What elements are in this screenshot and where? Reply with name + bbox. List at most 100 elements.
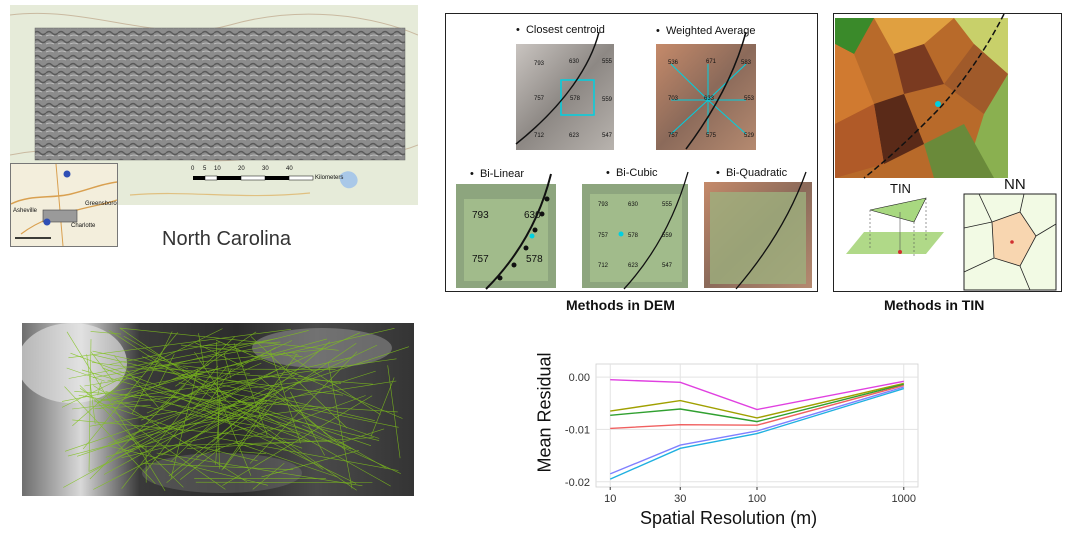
profile-line xyxy=(99,364,209,410)
scale-tick: 20 xyxy=(238,166,245,172)
profile-line xyxy=(74,391,398,413)
y-tick-label: -0.02 xyxy=(565,477,590,489)
profile-line xyxy=(216,341,220,469)
chart-xlabel: Spatial Resolution (m) xyxy=(640,508,818,528)
series-line xyxy=(610,383,904,423)
profile-line xyxy=(113,355,159,408)
cell-value: 793 xyxy=(472,210,489,221)
cell-value: 703 xyxy=(668,96,679,102)
profile-line xyxy=(203,409,357,484)
cell-value: 757 xyxy=(472,254,489,265)
method-label-bi-linear: • Bi-Linear xyxy=(470,168,524,180)
profile-line xyxy=(120,328,357,491)
profile-line xyxy=(154,349,323,367)
profile-line xyxy=(108,329,324,470)
profile-line xyxy=(170,368,199,479)
cell-value: 547 xyxy=(662,263,673,269)
profile-line xyxy=(142,407,319,431)
cell-value: 555 xyxy=(662,202,673,208)
profile-line xyxy=(194,352,227,401)
profile-line xyxy=(141,347,276,421)
inset-city-label: Charlotte xyxy=(71,223,96,229)
scale-tick: 5 xyxy=(203,166,207,172)
x-tick-label: 10 xyxy=(604,493,616,505)
residual-chart: 0.00 -0.01 -0.02 10 30 100 1000 Mean Residual … xyxy=(520,350,940,540)
profile-line xyxy=(203,341,281,347)
profile-line xyxy=(283,351,381,415)
profile-line xyxy=(61,374,202,402)
profile-line xyxy=(252,462,285,490)
tin-label: TIN xyxy=(890,181,911,196)
profile-line xyxy=(158,353,175,386)
profile-line xyxy=(66,367,105,382)
profile-line xyxy=(222,398,278,470)
profile-line xyxy=(238,451,267,454)
x-tick-label: 1000 xyxy=(892,493,916,505)
cell-value: 712 xyxy=(598,263,609,269)
scale-tick: 30 xyxy=(262,166,269,172)
profile-line xyxy=(90,351,114,382)
method-label-closest-centroid: • Closest centroid xyxy=(516,24,605,36)
cell-value: 757 xyxy=(598,233,609,239)
cell-value: 712 xyxy=(534,133,545,139)
profile-line xyxy=(258,375,346,451)
profile-line xyxy=(172,328,395,380)
scale-unit: Kilometers xyxy=(315,175,344,181)
x-tick-label: 100 xyxy=(748,493,766,505)
profile-line xyxy=(77,346,409,457)
dem-caption: Methods in DEM xyxy=(566,297,675,313)
cell-value: 671 xyxy=(706,59,717,65)
profile-line xyxy=(66,331,166,491)
profile-line xyxy=(166,388,283,483)
x-tick-label: 30 xyxy=(674,493,686,505)
profile-line xyxy=(104,358,397,401)
series-line xyxy=(609,387,905,480)
profile-line xyxy=(93,385,247,482)
profile-line xyxy=(121,423,263,458)
profile-line xyxy=(68,329,292,359)
cell-value: 793 xyxy=(534,61,545,67)
cell-value: 559 xyxy=(602,97,613,103)
dem-thumbnails xyxy=(456,31,812,290)
y-tick-label: 0.00 xyxy=(569,372,590,384)
tin-surface-image xyxy=(835,14,1057,291)
series-line xyxy=(610,379,904,411)
cell-value: 630 xyxy=(524,210,541,221)
series-line xyxy=(610,382,904,419)
profile-line xyxy=(215,399,221,465)
dem-methods-panel: • Closest centroid • Weighted Average • … xyxy=(445,13,818,313)
nc-map-panel: 0 5 10 20 30 40 Kilometers Greensboro As… xyxy=(10,5,418,287)
cell-value: 623 xyxy=(569,133,580,139)
cell-value: 583 xyxy=(741,60,752,66)
cell-value: 529 xyxy=(744,133,755,139)
profile-line xyxy=(132,440,336,447)
profile-line xyxy=(121,365,219,489)
profile-line xyxy=(224,368,336,370)
profile-line xyxy=(94,405,151,409)
profile-line xyxy=(171,411,224,462)
cell-value: 555 xyxy=(602,59,613,65)
profile-line xyxy=(387,365,401,459)
cell-value: 793 xyxy=(598,202,609,208)
profile-line xyxy=(92,350,276,391)
profile-line xyxy=(215,380,397,410)
y-tick-label: -0.01 xyxy=(565,424,590,436)
profile-line xyxy=(148,367,373,385)
profile-line xyxy=(97,381,102,396)
profile-line xyxy=(86,354,96,425)
profile-line xyxy=(78,394,301,434)
profile-line xyxy=(249,351,358,464)
profile-line xyxy=(142,463,294,470)
profile-line xyxy=(119,327,339,351)
profile-line xyxy=(196,395,366,458)
profile-line xyxy=(222,395,373,486)
profile-line xyxy=(64,386,156,485)
profile-line xyxy=(72,419,310,442)
profile-line xyxy=(105,370,376,458)
profile-line xyxy=(213,437,399,471)
cell-value: 559 xyxy=(662,233,673,239)
profile-line xyxy=(90,331,122,335)
profile-line xyxy=(89,410,177,427)
inset-city-label: Greensboro xyxy=(85,201,117,207)
profile-line xyxy=(182,442,258,462)
